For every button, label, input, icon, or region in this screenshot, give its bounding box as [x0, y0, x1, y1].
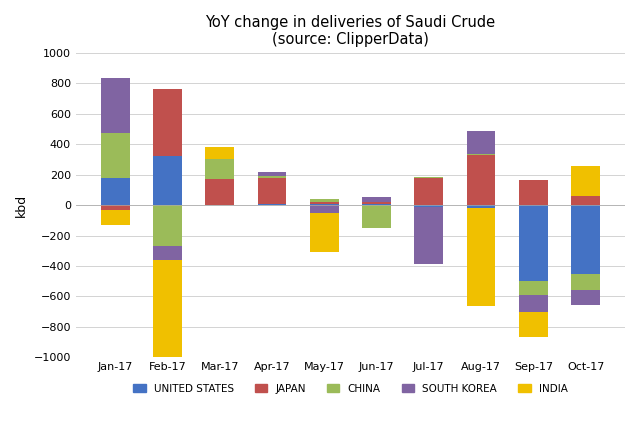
Bar	[153, 260, 182, 359]
Bar	[310, 199, 339, 202]
Bar	[362, 204, 391, 205]
Bar	[572, 205, 600, 274]
Bar	[415, 205, 443, 207]
Bar	[257, 176, 286, 178]
Bar	[257, 204, 286, 205]
Bar	[467, 131, 495, 154]
Title: YoY change in deliveries of Saudi Crude
(source: ClipperData): YoY change in deliveries of Saudi Crude …	[205, 15, 495, 48]
Bar	[100, 209, 129, 225]
Bar	[415, 178, 443, 205]
Bar	[153, 246, 182, 260]
Bar	[100, 178, 129, 205]
Bar	[467, 155, 495, 205]
Bar	[153, 89, 182, 156]
Bar	[572, 274, 600, 290]
Bar	[519, 281, 548, 295]
Bar	[100, 205, 129, 209]
Bar	[310, 202, 339, 204]
Bar	[362, 205, 391, 228]
Bar	[572, 290, 600, 305]
Bar	[467, 208, 495, 306]
Bar	[572, 196, 600, 205]
Y-axis label: kbd: kbd	[15, 194, 28, 216]
Bar	[519, 180, 548, 205]
Bar	[205, 147, 234, 159]
Bar	[467, 205, 495, 208]
Bar	[100, 78, 129, 133]
Bar	[415, 207, 443, 264]
Bar	[362, 202, 391, 204]
Bar	[257, 172, 286, 176]
Bar	[100, 133, 129, 178]
Bar	[467, 154, 495, 155]
Bar	[205, 159, 234, 179]
Bar	[153, 156, 182, 205]
Bar	[257, 178, 286, 204]
Bar	[310, 204, 339, 205]
Bar	[310, 205, 339, 213]
Bar	[362, 198, 391, 202]
Bar	[153, 205, 182, 246]
Legend: UNITED STATES, JAPAN, CHINA, SOUTH KOREA, INDIA: UNITED STATES, JAPAN, CHINA, SOUTH KOREA…	[129, 380, 572, 398]
Bar	[572, 166, 600, 196]
Bar	[519, 205, 548, 281]
Bar	[205, 179, 234, 205]
Bar	[310, 213, 339, 252]
Bar	[519, 295, 548, 312]
Bar	[415, 177, 443, 178]
Bar	[519, 312, 548, 337]
